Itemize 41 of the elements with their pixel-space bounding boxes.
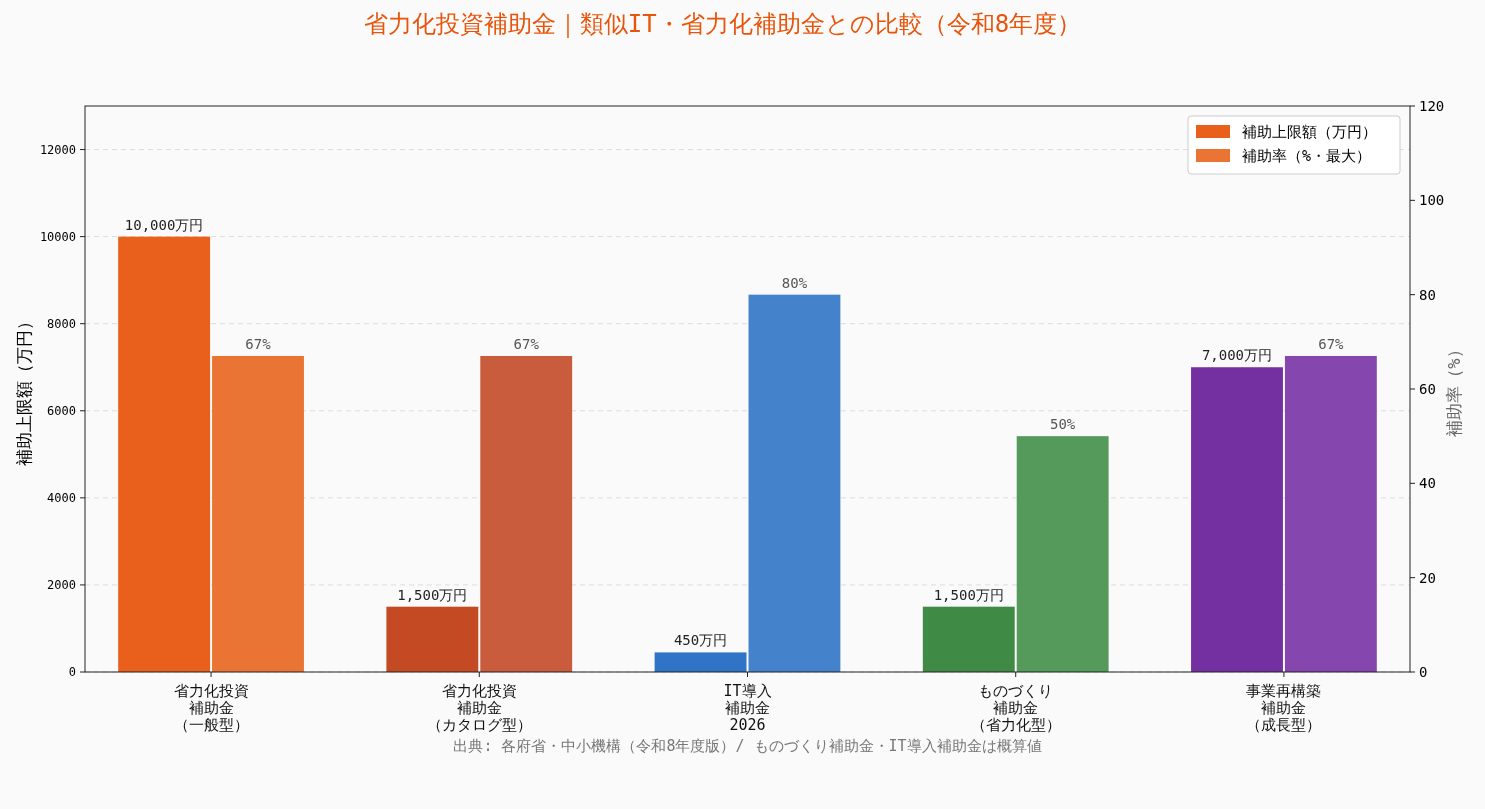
data-label: 80% <box>781 274 808 291</box>
bar <box>1016 436 1109 672</box>
y2-tick-label: 120 <box>1419 98 1445 114</box>
y-tick-label: 8000 <box>47 316 76 331</box>
data-label: 67% <box>1318 335 1345 352</box>
y-tick-label: 10000 <box>39 229 76 244</box>
y-tick-label: 4000 <box>47 490 76 505</box>
x-tick-label: 省力化投資補助金（カタログ型） <box>426 682 532 734</box>
x-tick-label: IT導入補助金2026 <box>723 682 772 734</box>
y2-tick-label: 40 <box>1419 475 1436 492</box>
data-label: 1,500万円 <box>397 586 468 603</box>
bar <box>654 652 747 672</box>
y2-tick-label: 0 <box>1419 664 1428 680</box>
y2-tick-label: 20 <box>1419 569 1436 586</box>
x-tick-label: ものづくり補助金（省力化型） <box>970 682 1061 734</box>
bar <box>386 606 479 672</box>
y-tick-label: 0 <box>68 665 76 679</box>
data-label: 10,000万円 <box>124 216 204 233</box>
legend-label: 補助率（%・最大） <box>1242 147 1372 165</box>
data-label: 67% <box>513 335 540 352</box>
bar <box>922 606 1015 672</box>
data-label: 67% <box>245 335 272 352</box>
x-tick-label: 事業再構築補助金（成長型） <box>1246 682 1322 734</box>
y2-tick-label: 60 <box>1419 381 1436 397</box>
y2-tick-label: 100 <box>1419 192 1445 209</box>
y-tick-label: 6000 <box>47 403 76 418</box>
y-tick-label: 12000 <box>39 142 76 157</box>
y-axis-title: 補助上限額（万円） <box>14 312 34 466</box>
legend-label: 補助上限額（万円） <box>1242 123 1377 141</box>
y-tick-label: 2000 <box>47 577 76 592</box>
data-label: 1,500万円 <box>933 586 1004 603</box>
x-tick-label: 省力化投資補助金（一般型） <box>173 682 249 734</box>
chart-title: 省力化投資補助金｜類似IT・省力化補助金との比較（令和8年度） <box>363 10 1082 38</box>
y2-tick-label: 80 <box>1419 286 1436 303</box>
bar <box>748 294 841 672</box>
source-note: 出典: 各府省・中小機構（令和8年度版）/ ものづくり補助金・IT導入補助金は概算値 <box>453 737 1042 755</box>
data-label: 7,000万円 <box>1201 347 1273 364</box>
y2-axis-title: 補助率（%） <box>1444 341 1464 437</box>
bar <box>480 355 573 672</box>
data-label: 50% <box>1050 416 1076 433</box>
data-label: 450万円 <box>673 632 728 649</box>
